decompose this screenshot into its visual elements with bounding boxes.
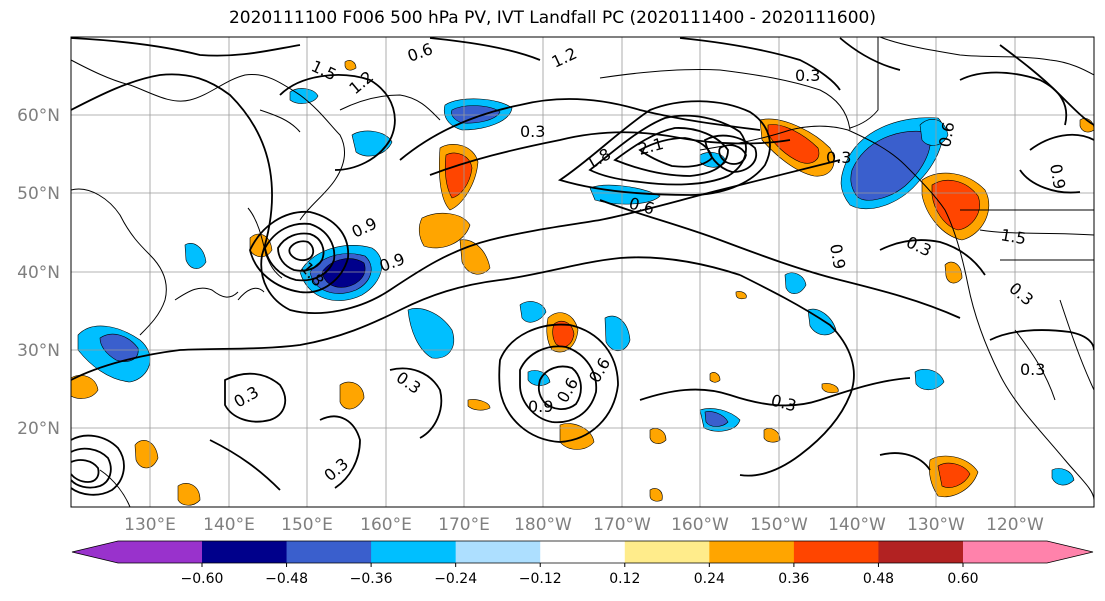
lat-label: 60°N (17, 106, 60, 126)
contour-label: 0.9 (1046, 162, 1069, 190)
colorbar-extend-max (963, 541, 1093, 563)
map-title: 2020111100 F006 500 hPa PV, IVT Landfall… (228, 8, 876, 28)
latitude-labels: 60°N 50°N 40°N 30°N 20°N (17, 106, 60, 439)
lat-label: 40°N (17, 263, 60, 283)
map-panel: 0.3 0.3 0.3 0.3 0.3 0.3 0.3 0.3 0.3 0.3 … (70, 36, 1095, 508)
longitude-labels: 130°E 140°E 150°E 160°E 170°E 180°W 170°… (124, 515, 1044, 535)
colorbar-cell (540, 541, 626, 563)
colorbar-tick-label: 0.12 (609, 571, 640, 587)
colorbar-tick-label: 0.24 (694, 571, 725, 587)
lat-label: 50°N (17, 184, 60, 204)
contour-label: 1.5 (999, 225, 1027, 248)
contour-label: 0.6 (935, 120, 958, 148)
lon-label: 130°E (124, 515, 176, 535)
coastlines (71, 37, 1094, 507)
lon-label: 160°W (671, 515, 729, 535)
map-border (70, 36, 1095, 508)
colorbar-extend-min (72, 541, 202, 563)
contour-label: 0.3 (795, 66, 820, 85)
contour-label: 0.3 (520, 122, 545, 141)
lon-label: 140°W (828, 515, 886, 535)
colorbar-tick-label: −0.12 (519, 571, 562, 587)
colorbar-tick-label: −0.24 (434, 571, 477, 587)
colorbar-tick-label: −0.60 (181, 571, 224, 587)
lon-label: 170°W (593, 515, 651, 535)
colorbar-tick-label: 0.60 (947, 571, 978, 587)
colorbar-cell (202, 541, 288, 563)
pv-contours (71, 37, 1094, 496)
colorbar-outline (71, 540, 1094, 564)
lon-label: 120°W (986, 515, 1044, 535)
lon-label: 150°W (750, 515, 808, 535)
colorbar: −0.60 −0.48 −0.36 −0.24 −0.12 0.12 0.24 0.36 0.4… (71, 540, 1094, 587)
colorbar-ticks: −0.60 −0.48 −0.36 −0.24 −0.12 0.12 0.24 0.36 0.4… (181, 563, 979, 587)
colorbar-cell (709, 541, 795, 563)
lon-label: 150°E (281, 515, 333, 535)
colorbar-cell (455, 541, 541, 563)
lon-label: 130°W (907, 515, 965, 535)
lon-label: 180°W (514, 515, 572, 535)
colorbar-tick-label: 0.36 (778, 571, 809, 587)
lon-label: 160°E (360, 515, 412, 535)
lon-label: 140°E (203, 515, 255, 535)
colorbar-cell (624, 541, 710, 563)
colorbar-tick-label: −0.36 (350, 571, 393, 587)
contour-label: 0.9 (826, 242, 849, 270)
colorbar-cells (71, 540, 1094, 564)
lat-label: 30°N (17, 341, 60, 361)
contour-label: 0.9 (528, 397, 553, 416)
lon-label: 170°E (438, 515, 490, 535)
colorbar-cell (793, 541, 879, 563)
colorbar-tick-label: −0.48 (265, 571, 308, 587)
contour-label: 0.3 (1020, 360, 1045, 379)
lat-label: 20°N (17, 419, 60, 439)
pv-anomaly-fills (71, 60, 1094, 506)
colorbar-cell (878, 541, 964, 563)
colorbar-cell (371, 541, 457, 563)
contour-label: 0.3 (826, 148, 851, 167)
colorbar-tick-label: 0.48 (863, 571, 894, 587)
colorbar-cell (286, 541, 372, 563)
